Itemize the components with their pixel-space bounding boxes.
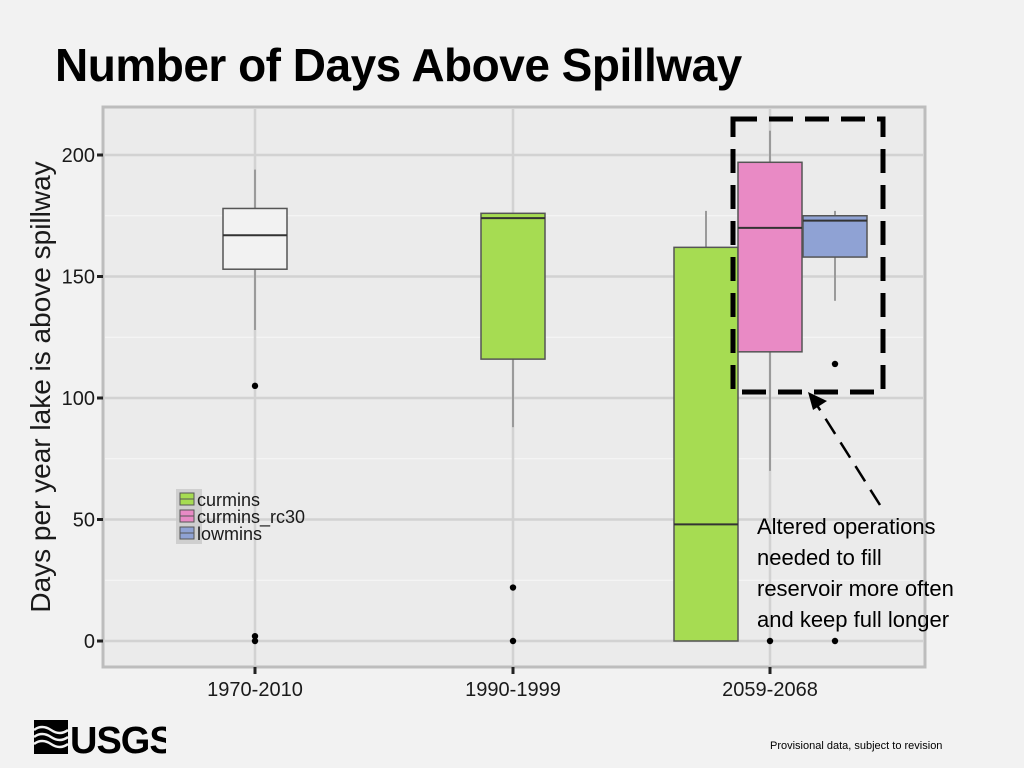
outlier-point xyxy=(509,584,517,591)
callout-line: needed to fill xyxy=(757,545,882,570)
callout-arrow-head xyxy=(808,392,827,410)
box-curmins_rc30-2059-2068 xyxy=(737,130,803,645)
provisional-note: Provisional data, subject to revision xyxy=(770,740,943,752)
slide-title: Number of Days Above Spillway xyxy=(55,39,742,91)
legend-label-lowmins: lowmins xyxy=(197,524,262,544)
legend: curmins curmins_rc30 lowmins xyxy=(176,489,305,544)
box-lowmins-2059-2068 xyxy=(802,210,868,645)
box-baseline-1970-2010 xyxy=(222,169,288,645)
outlier-point xyxy=(251,632,259,640)
legend-label-curmins-rc30: curmins_rc30 xyxy=(197,507,305,528)
box-iqr xyxy=(222,207,288,270)
box-iqr xyxy=(737,161,803,353)
x-tick-label: 1990-1999 xyxy=(465,679,561,700)
callout-line: Altered operations xyxy=(757,514,936,539)
y-tick-label: 100 xyxy=(62,388,95,410)
y-tick-label: 50 xyxy=(73,510,95,532)
outlier-point xyxy=(831,637,839,645)
x-tick-label: 1970-2010 xyxy=(207,679,303,700)
legend-label-curmins: curmins xyxy=(197,490,260,510)
outlier-point xyxy=(509,637,517,645)
usgs-wave-icon xyxy=(34,720,69,754)
y-tick-label: 0 xyxy=(84,631,95,653)
box-plot: 0 50 100 150 200 1970-2010 1990-1999 2059-2068… xyxy=(25,105,927,700)
box-curmins-2059-2068 xyxy=(673,210,739,642)
box-curmins-1990-1999 xyxy=(480,212,546,645)
callout-text: Altered operations needed to fill reserv… xyxy=(757,511,1007,635)
outlier-point xyxy=(251,382,259,390)
outlier-point xyxy=(766,637,774,645)
outlier-point xyxy=(831,360,839,368)
callout-line: and keep full longer xyxy=(757,607,950,632)
y-tick-label: 150 xyxy=(62,267,95,289)
box-iqr xyxy=(673,246,739,642)
box-iqr xyxy=(480,212,546,360)
y-axis: 0 50 100 150 200 xyxy=(62,145,103,653)
callout-line: reservoir more often xyxy=(757,576,954,601)
y-tick-label: 200 xyxy=(62,145,95,167)
highlight-box xyxy=(730,116,886,395)
y-axis-label: Days per year lake is above spillway xyxy=(25,161,56,612)
outlier-point xyxy=(251,637,259,645)
x-axis: 1970-2010 1990-1999 2059-2068 xyxy=(207,667,818,700)
usgs-logo: USGS xyxy=(34,720,166,758)
boxes-layer xyxy=(222,130,868,645)
usgs-logo-text: USGS xyxy=(70,720,166,758)
box-iqr xyxy=(802,215,868,258)
x-tick-label: 2059-2068 xyxy=(722,679,818,700)
callout-arrow-line xyxy=(813,401,882,506)
